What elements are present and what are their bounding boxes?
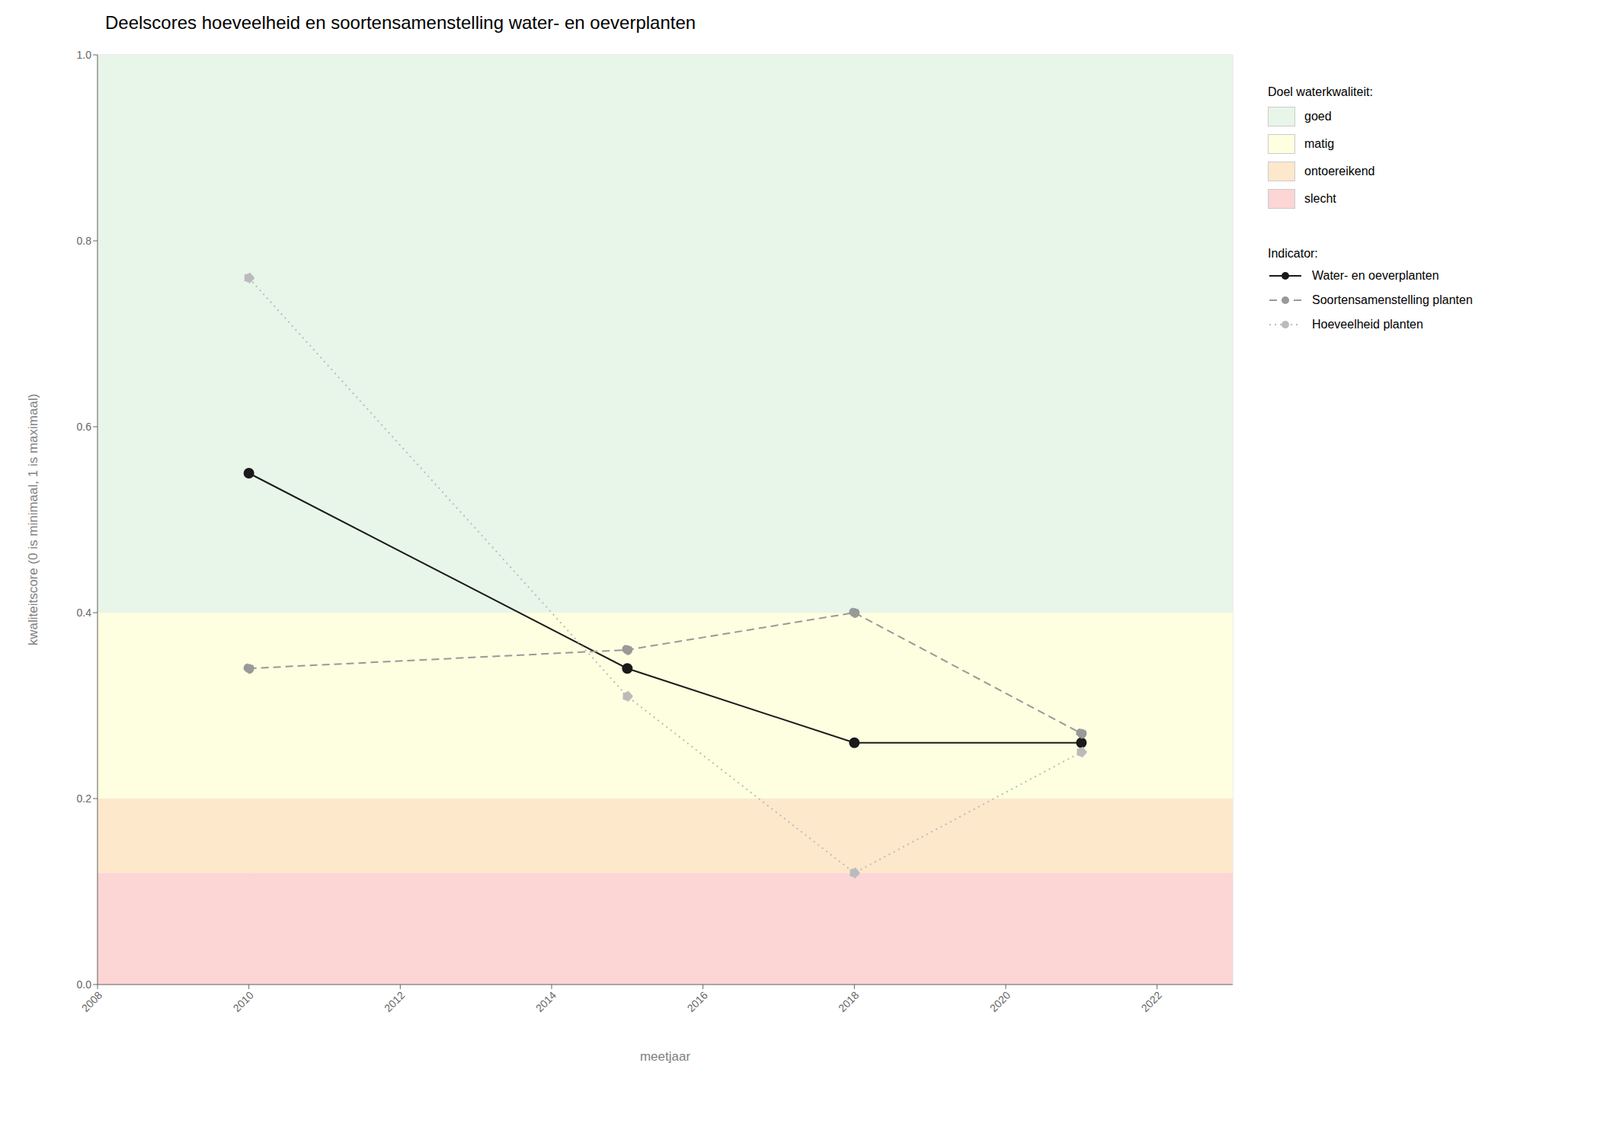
svg-text:0.4: 0.4 bbox=[76, 606, 93, 619]
html-text:ontoereikend: ontoereikend bbox=[1304, 164, 1375, 178]
svg-text:2010: 2010 bbox=[230, 988, 256, 1015]
html-text:goed: goed bbox=[1304, 109, 1332, 123]
svg-text:0.0: 0.0 bbox=[76, 978, 93, 991]
html-text:slecht: slecht bbox=[1304, 192, 1337, 205]
svg-text:2020: 2020 bbox=[987, 988, 1013, 1015]
html-text:Soortensamenstelling planten: Soortensamenstelling planten bbox=[1312, 293, 1473, 307]
html-text:Doel waterkwaliteit:: Doel waterkwaliteit: bbox=[1267, 85, 1373, 99]
html-text:Deelscores hoeveelheid en soor: Deelscores hoeveelheid en soortensamenst… bbox=[105, 12, 696, 33]
html-text:Water- en oeverplanten: Water- en oeverplanten bbox=[1312, 268, 1439, 282]
svg-text:1.0: 1.0 bbox=[76, 48, 93, 61]
svg-text:2016: 2016 bbox=[684, 988, 710, 1015]
svg-text:0.6: 0.6 bbox=[76, 420, 93, 433]
svg-text:2012: 2012 bbox=[381, 988, 407, 1015]
svg-text:2014: 2014 bbox=[533, 988, 559, 1015]
html-text:Indicator:: Indicator: bbox=[1267, 246, 1318, 260]
svg-text:0.2: 0.2 bbox=[76, 792, 93, 805]
html-text:matig: matig bbox=[1304, 137, 1335, 151]
svg-text:0.8: 0.8 bbox=[76, 234, 93, 247]
svg-text:2022: 2022 bbox=[1138, 988, 1164, 1015]
html-text:Hoeveelheid planten: Hoeveelheid planten bbox=[1312, 317, 1424, 331]
svg-text:2008: 2008 bbox=[79, 988, 105, 1015]
svg-text:kwaliteitscore (0 is minimaal,: kwaliteitscore (0 is minimaal, 1 is maxi… bbox=[25, 393, 41, 647]
svg-text:meetjaar: meetjaar bbox=[640, 1049, 691, 1064]
svg-text:2018: 2018 bbox=[835, 988, 861, 1015]
